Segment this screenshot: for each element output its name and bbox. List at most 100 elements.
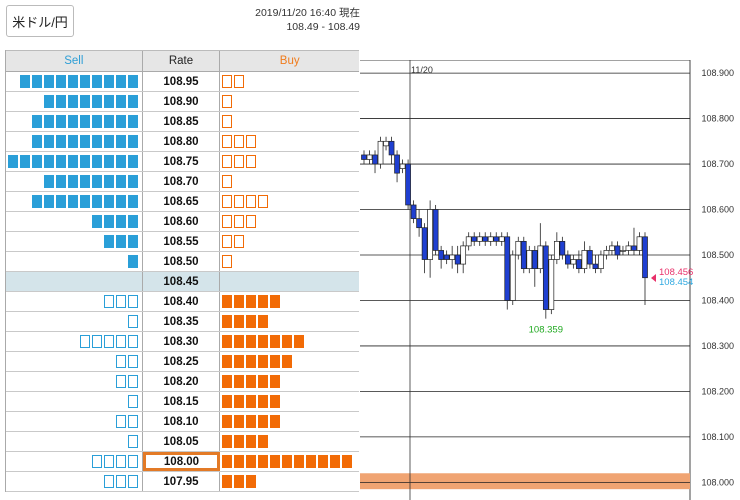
buy-cell <box>220 72 359 91</box>
buy-order-block <box>270 395 281 408</box>
buy-order-block <box>258 195 269 208</box>
sell-order-block <box>127 75 138 88</box>
candle-body <box>603 250 610 256</box>
sell-order-block <box>7 155 18 168</box>
candle-body <box>471 236 478 242</box>
candle-body <box>537 245 544 269</box>
candle-body <box>598 254 604 269</box>
sell-order-block <box>91 455 102 468</box>
candle-body <box>449 254 456 260</box>
candle-body <box>559 240 566 256</box>
sell-order-block <box>43 115 54 128</box>
timestamp: 2019/11/20 16:40 現在 <box>255 7 360 19</box>
buy-order-block <box>222 255 233 268</box>
buy-cell <box>220 312 359 331</box>
candlestick-chart: 108.900 108.800 108.700 108.600 108.500 108.4… <box>360 60 734 500</box>
buy-order-block <box>258 375 269 388</box>
buy-order-block <box>222 355 233 368</box>
sell-order-block <box>43 175 54 188</box>
candle-body <box>410 204 417 219</box>
buy-order-block <box>246 335 257 348</box>
buy-order-block <box>234 475 245 488</box>
order-book-row: 108.05 <box>6 432 359 452</box>
sell-order-block <box>127 315 138 328</box>
buy-order-block <box>270 415 281 428</box>
sell-order-block <box>31 195 42 208</box>
low-price-label: 108.359 <box>529 325 563 336</box>
sell-order-block <box>127 215 138 228</box>
sell-cell <box>6 372 143 391</box>
rate-cell: 108.50 <box>143 252 221 271</box>
candle-body <box>565 254 571 265</box>
sell-order-block <box>127 435 138 448</box>
order-book-row: 108.80 <box>6 132 359 152</box>
sell-cell <box>6 112 143 131</box>
sell-order-block <box>115 95 126 108</box>
sell-order-block <box>115 155 126 168</box>
candle-body <box>587 250 593 265</box>
rate-cell: 108.55 <box>143 232 221 251</box>
buy-cell <box>220 192 359 211</box>
buy-order-block <box>234 155 245 168</box>
rate-cell: 108.35 <box>143 312 221 331</box>
sell-cell <box>6 272 143 291</box>
sell-order-block <box>103 115 114 128</box>
sell-order-block <box>79 75 90 88</box>
buy-order-block <box>294 455 305 468</box>
buy-order-block <box>318 455 329 468</box>
buy-order-block <box>234 235 245 248</box>
rate-cell: 107.95 <box>143 472 221 491</box>
candle-body <box>498 236 505 242</box>
buy-order-block <box>234 195 245 208</box>
candle-body <box>592 263 599 269</box>
buy-order-block <box>246 155 257 168</box>
sell-order-block <box>103 75 114 88</box>
order-book-row: 108.65 <box>6 192 359 212</box>
rate-cell: 108.25 <box>143 352 221 371</box>
candle-body <box>432 209 439 251</box>
rate-cell: 108.60 <box>143 212 221 231</box>
buy-order-block <box>222 455 233 468</box>
buy-cell <box>220 332 359 351</box>
order-book-row: 108.95 <box>6 72 359 92</box>
sell-order-block <box>103 335 114 348</box>
buy-order-block <box>246 135 257 148</box>
buy-cell <box>220 432 359 451</box>
buy-cell <box>220 92 359 111</box>
buy-cell <box>220 412 359 431</box>
sell-order-block <box>91 195 102 208</box>
sell-order-block <box>115 375 126 388</box>
order-book-row: 107.95 <box>6 472 359 492</box>
buy-order-block <box>234 455 245 468</box>
buy-order-block <box>234 435 245 448</box>
currency-pair-button[interactable]: 米ドル/円 <box>6 5 74 37</box>
buy-order-block <box>234 375 245 388</box>
y-tick-label: 108.200 <box>701 386 734 396</box>
buy-order-block <box>246 375 257 388</box>
y-tick-label: 108.400 <box>701 295 734 305</box>
sell-order-block <box>103 235 114 248</box>
buy-order-block <box>246 355 257 368</box>
candle-body <box>493 236 500 242</box>
sell-order-block <box>91 135 102 148</box>
rate-cell: 108.75 <box>143 152 221 171</box>
order-book-row: 108.30 <box>6 332 359 352</box>
buy-cell <box>220 212 359 231</box>
candle-body <box>636 236 643 251</box>
sell-cell <box>6 392 143 411</box>
candle-body <box>581 250 588 269</box>
buy-order-block <box>234 215 245 228</box>
order-book-rows: 108.95 108.90 108.85 108.80 108.75 108.70 108.… <box>6 72 359 492</box>
candle-body <box>570 259 577 265</box>
buy-cell <box>220 352 359 371</box>
order-book-row: 108.90 <box>6 92 359 112</box>
sell-order-block <box>103 475 114 488</box>
sell-order-block <box>115 475 126 488</box>
sell-order-block <box>115 235 126 248</box>
sell-order-block <box>103 95 114 108</box>
buy-cell <box>220 172 359 191</box>
sell-order-block <box>115 135 126 148</box>
sell-order-block <box>115 455 126 468</box>
sell-order-block <box>43 155 54 168</box>
buy-order-block <box>270 455 281 468</box>
